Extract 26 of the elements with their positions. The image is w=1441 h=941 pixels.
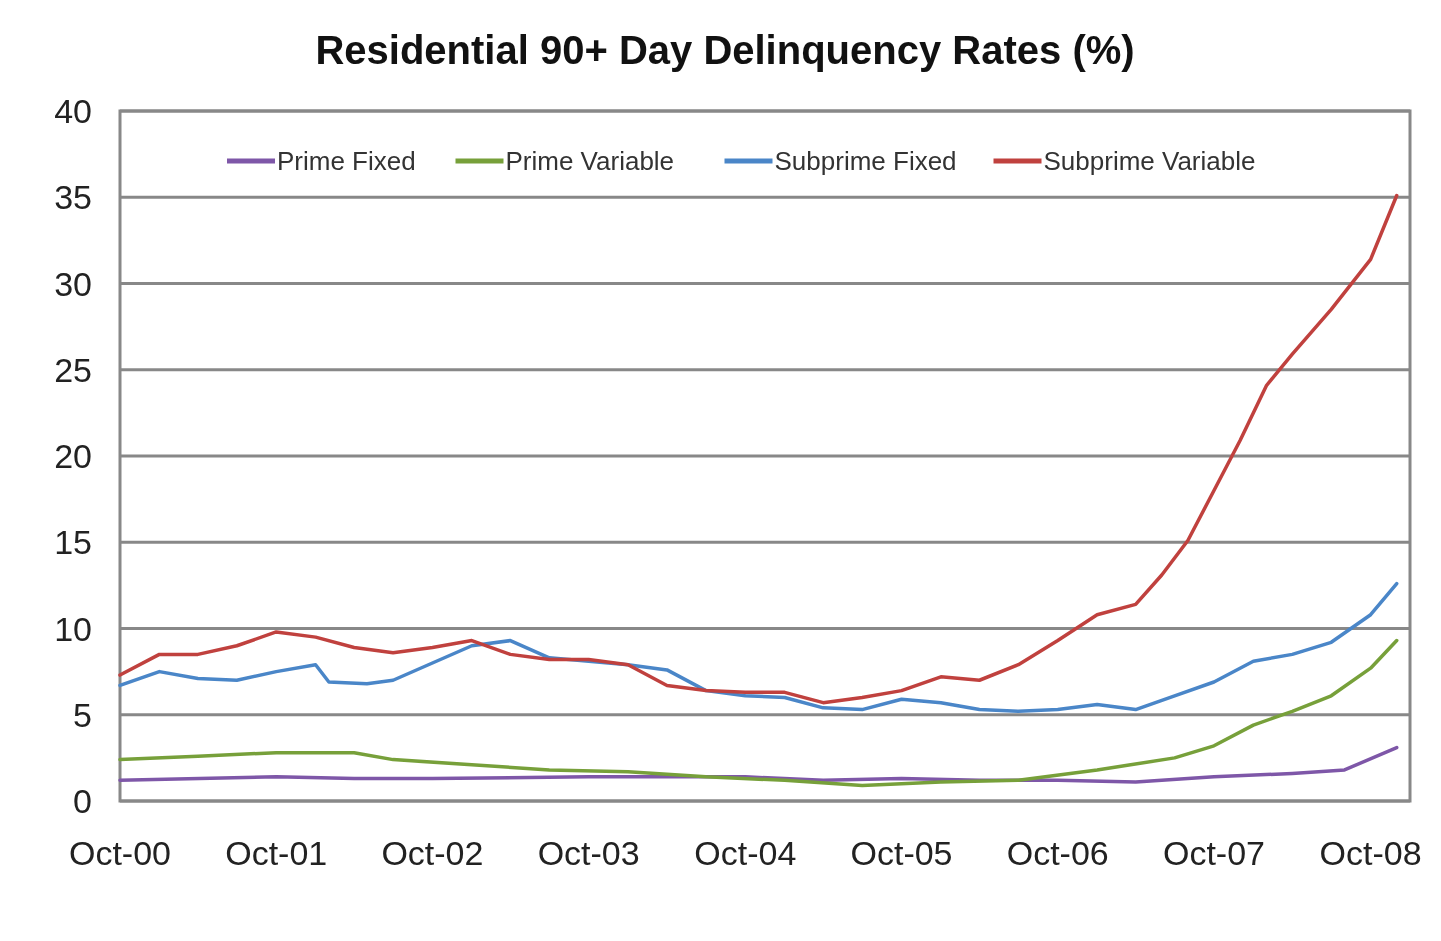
y-tick-label: 10: [54, 609, 92, 648]
x-tick-label: Oct-01: [225, 834, 328, 872]
chart-title: Residential 90+ Day Delinquency Rates (%): [315, 28, 1135, 72]
y-tick-label: 30: [54, 264, 92, 303]
x-tick-label: Oct-00: [68, 834, 172, 872]
x-tick-label: Oct-02: [381, 834, 484, 872]
y-tick-label: 20: [54, 437, 92, 475]
x-tick-label: Oct-03: [537, 834, 640, 872]
x-tick-label: Oct-06: [1006, 834, 1109, 872]
line-series: [118, 638, 1399, 788]
y-tick-label: 35: [54, 178, 92, 217]
y-tick-label: 25: [54, 350, 92, 389]
y-tick-label: 5: [73, 695, 92, 734]
x-tick-label: Oct-08: [1319, 834, 1422, 872]
legend-label: Subprime Fixed: [774, 146, 957, 176]
y-tick-label: 0: [73, 782, 92, 820]
legend-label: Subprime Variable: [1043, 146, 1256, 176]
x-tick-label: Oct-07: [1162, 834, 1265, 872]
x-tick-label: Oct-05: [850, 834, 953, 872]
line-series: [118, 581, 1399, 714]
line-series: [118, 193, 1399, 705]
legend-label: Prime Fixed: [277, 146, 416, 176]
y-tick-label: 15: [54, 523, 92, 562]
y-tick-label: 40: [54, 92, 92, 130]
legend-label: Prime Variable: [505, 146, 675, 176]
x-tick-label: Oct-04: [694, 834, 797, 872]
